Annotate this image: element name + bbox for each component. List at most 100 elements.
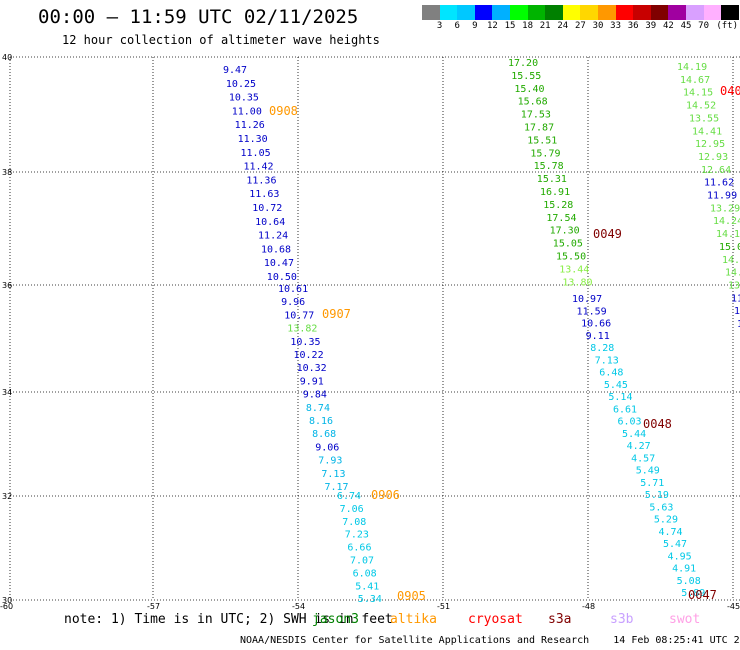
wave-height-value: 7.08	[342, 517, 366, 528]
wave-height-value: 13.44	[559, 264, 589, 275]
color-scale-label: 45	[680, 21, 692, 31]
wave-height-value: 17.20	[508, 58, 538, 69]
wave-height-value: 4.57	[631, 453, 655, 464]
wave-height-value: 11.24	[258, 231, 288, 242]
color-scale-label: 36	[627, 21, 639, 31]
color-scale-label: 70	[698, 21, 710, 31]
altimeter-track: 0905	[397, 589, 426, 603]
wave-height-value: 7.93	[318, 456, 342, 467]
wave-height-value: 16.91	[540, 187, 570, 198]
wave-height-value: 8.28	[590, 343, 614, 354]
wave-height-value: 15.51	[527, 135, 557, 146]
color-scale-swatch	[545, 5, 563, 20]
latitude-label: 36	[2, 281, 12, 290]
color-scale-swatch	[597, 5, 616, 20]
wave-height-value: 10.64	[255, 217, 285, 228]
wave-height-value: 11.48	[734, 306, 740, 317]
color-scale-swatch	[474, 5, 493, 20]
color-scale-label: 15	[504, 21, 516, 31]
longitude-label: -51	[437, 602, 450, 611]
wave-height-value: 5.49	[636, 466, 660, 477]
wave-height-value: 10.50	[267, 272, 297, 283]
wave-height-value: 10.32	[297, 363, 327, 374]
color-scale-label: (ft)	[716, 21, 739, 31]
pass-time-label: 0906	[371, 488, 400, 502]
color-scale-label: 33	[610, 21, 622, 31]
altimeter-track: 6.74 7.06 7.08 7.23 6.66 7.076.08 5.41 5.34 0906	[337, 488, 400, 605]
wave-height-value: 12.93	[698, 152, 728, 163]
latitude-label: 32	[2, 492, 12, 501]
wave-height-value: 17.53	[521, 110, 551, 121]
wave-height-value: 14.38	[725, 268, 740, 279]
color-scale-swatch	[562, 5, 581, 20]
longitude-label: -60	[0, 602, 13, 611]
color-scale-swatch	[492, 5, 510, 20]
wave-height-value: 5.71	[640, 478, 664, 489]
satellite-legend-s3b: s3b	[610, 612, 634, 627]
color-scale-labels: 3 6 9 12 15 18 21 24 27 30 33 36 39 42 45 70 (ft)	[422, 21, 740, 33]
wave-height-value: 6.03	[618, 417, 642, 428]
wave-height-value: 10.72	[252, 203, 282, 214]
pass-time-label: 0905	[397, 589, 426, 603]
map-subtitle: 12 hour collection of altimeter wave hei…	[62, 33, 380, 47]
wave-height-value: 6.74	[337, 491, 361, 502]
wave-height-value: 10.66	[581, 319, 611, 330]
longitude-label: -54	[292, 602, 305, 611]
wave-height-value: 10.35	[290, 337, 320, 348]
wave-height-value: 9.91	[300, 376, 324, 387]
wave-height-value: 4.95	[668, 551, 692, 562]
wave-height-value: 10.68	[261, 244, 291, 255]
wave-height-value: 5.34	[358, 594, 382, 605]
wave-height-value: 9.84	[303, 390, 327, 401]
wave-height-value: 11.99	[707, 191, 737, 202]
wave-height-value: 10.47	[264, 258, 294, 269]
wave-height-value: 8.74	[306, 403, 330, 414]
wave-height-value: 5.14	[608, 392, 632, 403]
wave-height-value: 15.79	[530, 148, 560, 159]
color-scale-swatch	[633, 5, 651, 20]
wave-height-value: 11.62	[704, 178, 734, 189]
color-scale-swatch	[457, 5, 475, 20]
wave-height-value: 4.74	[658, 527, 682, 538]
latitude-label: 40	[2, 53, 12, 62]
color-scale-swatch	[509, 5, 528, 20]
wave-height-value: 7.23	[345, 530, 369, 541]
color-scale-label: 30	[592, 21, 604, 31]
satellite-legend-swot: swot	[669, 612, 701, 627]
satellite-legend-altika: altika	[390, 612, 437, 627]
wave-height-value: 9.11	[586, 331, 610, 342]
wave-height-value: 15.28	[543, 200, 573, 211]
wave-height-value: 15.05	[553, 239, 583, 250]
wave-height-value: 10.97	[572, 294, 602, 305]
altimeter-track: 10.9711.5910.669.118.287.136.485.455.146…	[572, 294, 705, 599]
wave-height-value: 7.13	[321, 469, 345, 480]
color-scale-bar	[422, 5, 739, 20]
color-scale-swatch	[685, 5, 704, 20]
wave-height-value: 9.96	[281, 297, 305, 308]
map-title: 00:00 – 11:59 UTC 02/11/2025	[38, 6, 359, 28]
wave-height-value: 6.08	[353, 568, 377, 579]
wave-height-value: 7.17	[325, 482, 349, 493]
altimeter-track: 9.47 10.25 10.35 11.00 11.26 11.30 11.05 11.42 1…	[223, 65, 298, 283]
color-scale-label: 21	[539, 21, 551, 31]
latitude-label: 34	[2, 388, 12, 397]
wave-height-value: 5.89	[681, 588, 705, 599]
wave-height-value: 13.55	[689, 113, 719, 124]
color-scale-swatch	[721, 5, 739, 20]
color-scale-swatch	[439, 5, 458, 20]
color-scale-label: 39	[645, 21, 657, 31]
wave-height-value: 11.30	[238, 134, 268, 145]
wave-height-value: 15.78	[534, 161, 564, 172]
wave-height-value: 9.06	[315, 442, 339, 453]
color-scale-label: 27	[574, 21, 586, 31]
wave-height-value: 15.68	[518, 97, 548, 108]
color-scale-label: 18	[522, 21, 534, 31]
footer-note: note: 1) Time is in UTC; 2) SWH is in fe…	[64, 612, 393, 627]
pass-time-label: 0907	[322, 307, 351, 321]
wave-height-value: 15.55	[511, 71, 541, 82]
wave-height-value: 5.44	[622, 429, 646, 440]
wave-height-value: 14.24	[713, 216, 740, 227]
